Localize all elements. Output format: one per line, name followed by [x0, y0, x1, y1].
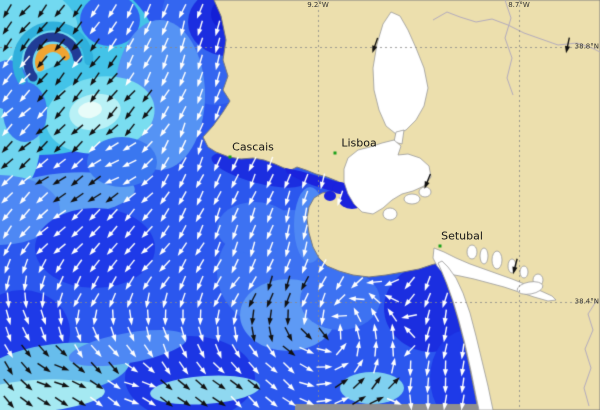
map-canvas — [0, 0, 600, 410]
wave-forecast-map: 9.2°W 8.7°W 38.8°N 38.4°N Cascais Lisboa… — [0, 0, 600, 410]
